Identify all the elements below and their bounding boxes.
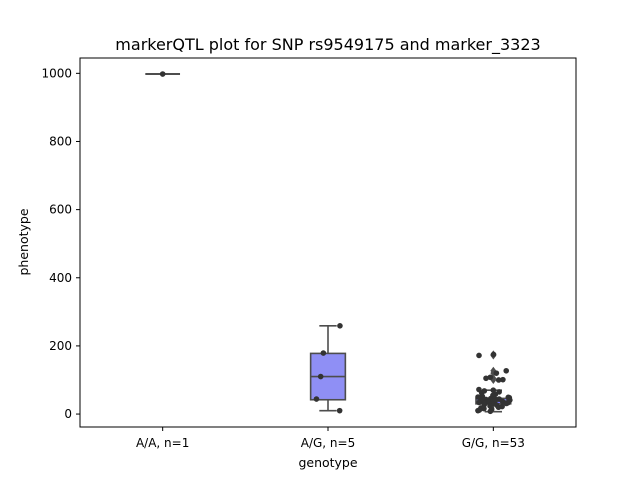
data-point: [490, 351, 497, 358]
data-point: [500, 376, 506, 383]
x-tick-label: G/G, n=53: [462, 436, 525, 450]
data-point: [320, 350, 327, 356]
y-tick-label: 200: [49, 339, 72, 353]
data-point: [503, 367, 510, 374]
data-point: [476, 399, 482, 406]
x-axis: A/A, n=1 A/G, n=5 G/G, n=53: [136, 427, 525, 450]
chart-title: markerQTL plot for SNP rs9549175 and mar…: [115, 35, 540, 55]
data-point: [495, 377, 502, 383]
data-point: [159, 71, 166, 77]
x-axis-label: genotype: [298, 455, 357, 470]
data-point: [487, 408, 494, 415]
strip-points: [159, 71, 513, 415]
data-point: [493, 370, 500, 376]
x-tick-label: A/G, n=5: [301, 436, 355, 450]
data-point: [495, 404, 502, 411]
y-tick-label: 400: [49, 271, 72, 285]
data-point: [317, 373, 324, 380]
data-point: [476, 352, 482, 359]
data-point: [475, 407, 481, 414]
data-point: [336, 407, 343, 414]
y-tick-label: 1000: [41, 66, 72, 80]
data-point: [483, 375, 489, 382]
data-point: [481, 405, 487, 412]
box-2: [309, 325, 347, 412]
x-tick-label: A/A, n=1: [136, 436, 189, 450]
data-point: [481, 401, 488, 408]
y-axis-label: phenotype: [16, 208, 31, 275]
data-point: [313, 396, 320, 402]
box-group: [145, 73, 512, 413]
data-point: [503, 400, 510, 407]
y-tick-label: 800: [49, 134, 72, 148]
data-point: [487, 374, 494, 381]
y-tick-label: 600: [49, 203, 72, 217]
data-point: [337, 323, 343, 329]
y-axis: 0 200 400 600 800 1000: [41, 66, 80, 421]
y-tick-label: 0: [64, 407, 72, 421]
